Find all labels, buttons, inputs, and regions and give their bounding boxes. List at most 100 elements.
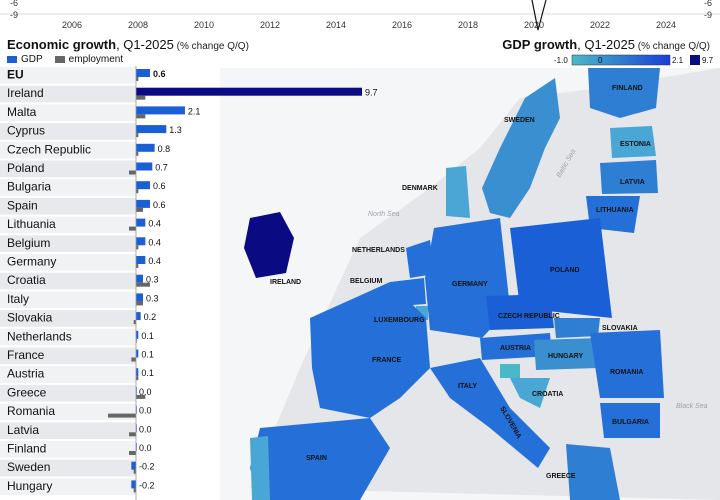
- bar-row-background: [0, 216, 136, 234]
- map-label-latvia: LATVIA: [620, 179, 645, 186]
- gdp-bar: [136, 293, 143, 302]
- map-country-ireland: [244, 212, 294, 278]
- employment-bar: [136, 282, 150, 287]
- gdp-bar: [136, 256, 146, 264]
- bar-value-label: 0.0: [139, 443, 152, 453]
- bar-row-background: [0, 291, 136, 309]
- bar-category-label: France: [7, 348, 45, 362]
- map-label-luxembourg: LUXEMBOURG: [374, 317, 425, 324]
- bar-category-label: Malta: [7, 105, 37, 119]
- bar-value-label: 0.6: [153, 181, 166, 191]
- map-country-czech-republic: [486, 294, 554, 330]
- map-label-hungary: HUNGARY: [548, 353, 583, 360]
- map-label-lithuania: LITHUANIA: [596, 207, 634, 214]
- timeline-year-label: 2022: [590, 20, 610, 30]
- map-label-austria: AUSTRIA: [500, 345, 531, 352]
- employment-bar: [136, 189, 139, 194]
- map-label-poland: POLAND: [550, 267, 580, 274]
- bar-chart-legend: GDP employment: [7, 54, 123, 65]
- bar-category-label: Finland: [7, 442, 46, 456]
- bar-row-background: [0, 422, 136, 439]
- bar-value-label: 0.0: [139, 424, 152, 434]
- timeline-year-label: 2016: [392, 20, 412, 30]
- map-country-portugal: [250, 436, 270, 500]
- timeline-year-label: 2006: [62, 20, 82, 30]
- bar-value-label: 0.3: [146, 275, 159, 285]
- map-country-sweden: [482, 78, 560, 218]
- map-country-romania: [590, 330, 664, 398]
- map-label-czech-republic: CZECH REPUBLIC: [498, 313, 560, 320]
- bar-row-background: [0, 197, 136, 215]
- gdp-bar: [136, 143, 155, 152]
- map-country-slovenia: [500, 364, 520, 378]
- bar-row-background: [0, 403, 136, 421]
- map-country-hungary: [534, 338, 600, 370]
- bar-category-label: Latvia: [7, 423, 39, 437]
- bar-category-label: Slovakia: [7, 311, 53, 325]
- map-country-latvia: [600, 160, 658, 194]
- gdp-bar: [136, 125, 167, 134]
- gdp-bar: [136, 106, 185, 115]
- bar-value-label: 0.2: [144, 312, 157, 322]
- bar-row-background: [0, 478, 136, 496]
- map-label-sweden: SWEDEN: [504, 117, 535, 124]
- gdp-bar: [131, 480, 136, 489]
- bar-category-label: Poland: [7, 161, 44, 175]
- bar-value-label: 9.7: [365, 88, 378, 98]
- map-label-germany: GERMANY: [452, 281, 488, 288]
- employment-bar: [129, 226, 136, 231]
- bar-value-label: 0.1: [141, 368, 154, 378]
- bar-value-label: 0.6: [153, 69, 166, 79]
- gdp-bar: [136, 237, 146, 246]
- timeline-year-label: 2014: [326, 20, 346, 30]
- employment-bar: [136, 114, 146, 119]
- timeline-left-tick: -9: [10, 10, 18, 20]
- bar-value-label: -0.2: [139, 462, 155, 472]
- bar-category-label: Germany: [7, 255, 56, 269]
- bar-value-label: 1.3: [169, 125, 182, 135]
- bar-category-label: EU: [7, 68, 24, 82]
- bar-value-label: 0.4: [148, 256, 161, 266]
- gdp-bar: [136, 349, 139, 358]
- gdp-bar: [136, 274, 143, 283]
- bar-value-label: 0.1: [141, 350, 154, 360]
- gdp-bar: [136, 199, 150, 208]
- bar-value-label: 0.3: [146, 293, 159, 303]
- gdp-bar: [136, 330, 139, 339]
- bar-row-background: [0, 347, 136, 365]
- bar-row-background: [0, 160, 136, 178]
- timeline-year-label: 2024: [656, 20, 676, 30]
- timeline-left-tick: -6: [10, 0, 18, 8]
- employment-bar: [136, 207, 143, 212]
- map-country-italy: [430, 358, 550, 468]
- bar-row-background: [0, 366, 136, 383]
- map-color-scale: -1.0 0 2.1 9.7: [554, 54, 714, 66]
- gdp-bar: [136, 368, 139, 377]
- timeline-right-tick: -6: [704, 0, 712, 8]
- bar-row-background: [0, 104, 136, 122]
- map-label-denmark: DENMARK: [402, 185, 438, 192]
- employment-bar: [136, 245, 139, 250]
- map-country-greece: [566, 444, 620, 500]
- employment-bar: [136, 151, 139, 156]
- bar-category-label: Cyprus: [7, 124, 45, 138]
- gdp-bar: [131, 461, 136, 470]
- map-country-finland: [588, 68, 660, 118]
- bar-row-background: [0, 441, 136, 458]
- map-country-poland: [510, 218, 612, 318]
- scale-label-max: 9.7: [702, 56, 714, 65]
- bar-category-label: Spain: [7, 198, 38, 212]
- timeline-right-tick: -9: [704, 10, 712, 20]
- scale-label-zero: 0: [598, 56, 603, 65]
- timeline-year-label: 2020: [524, 20, 544, 30]
- map-country-slovakia: [554, 318, 600, 338]
- bar-row-background: [0, 272, 136, 290]
- bar-row-background: [0, 459, 136, 477]
- bar-category-label: Sweden: [7, 460, 50, 474]
- bar-value-label: 0.4: [148, 219, 161, 229]
- map-country-estonia: [610, 126, 656, 158]
- bar-category-label: Ireland: [7, 86, 44, 100]
- gdp-bar: [136, 312, 141, 321]
- bar-category-label: Italy: [7, 292, 29, 306]
- employment-bar: [108, 413, 136, 418]
